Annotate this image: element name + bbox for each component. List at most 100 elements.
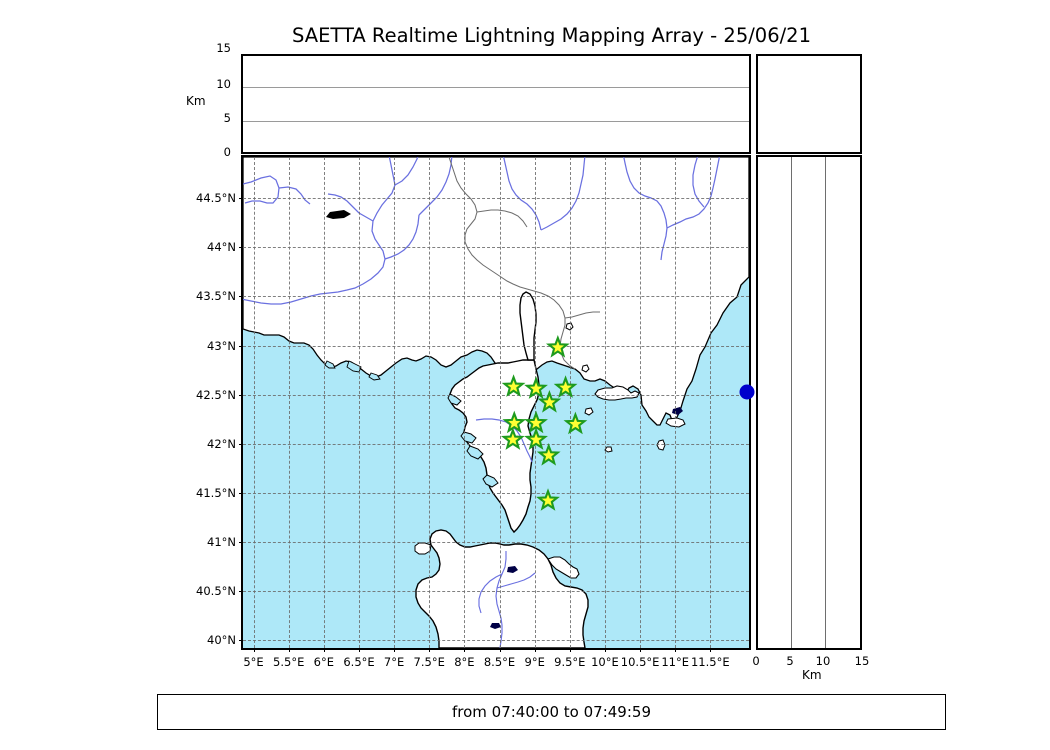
station-star-marker[interactable]: [537, 390, 562, 413]
altitude-time-panel: [241, 54, 751, 154]
map-markers-layer: [243, 157, 755, 648]
lat-tickmark: [239, 541, 243, 543]
lat-tickmark: [239, 640, 243, 642]
station-star-marker[interactable]: [524, 410, 548, 434]
map-geography: [243, 157, 749, 648]
lon-tickmark: [710, 648, 712, 652]
corsica-gulf-valinco: [482, 474, 499, 488]
corsica-gulf-ajaccio: [466, 445, 484, 460]
right-panel-xtick-5: 5: [786, 654, 794, 668]
top-panel-ytick-5: 5: [223, 111, 231, 125]
sardinia-lake-2: [490, 623, 501, 629]
river-network: [243, 157, 720, 305]
lon-tickmark: [359, 648, 360, 652]
island-capraia: [581, 364, 590, 373]
station-star-marker[interactable]: [545, 335, 570, 358]
lat-tick-label: 44°N: [207, 240, 236, 255]
station-star-marker[interactable]: [524, 376, 548, 399]
station-star-marker[interactable]: [502, 410, 527, 434]
coast-inlet-toulon: [368, 372, 381, 381]
time-range-label: from 07:40:00 to 07:49:59: [451, 703, 651, 721]
lon-tick-label: 8°E: [454, 655, 475, 669]
lon-tickmark: [253, 648, 255, 652]
lon-tickmark: [394, 648, 396, 652]
lon-tick-label: 10.5°E: [620, 655, 660, 669]
station-star-marker[interactable]: [536, 443, 561, 466]
sardinia-west-cape: [414, 542, 432, 555]
lat-tick-label: 42°N: [207, 436, 236, 451]
lon-tickmark: [464, 648, 466, 652]
lon-tickmark: [604, 648, 606, 652]
sardinia-rivers: [478, 551, 536, 648]
lon-tick-label: 5.5°E: [273, 655, 305, 669]
top-panel-ytick-0: 0: [223, 145, 231, 159]
lat-tickmark: [239, 198, 243, 200]
right-panel-xtick-15: 15: [854, 654, 870, 668]
lon-tick-label: 10°E: [591, 655, 619, 669]
lon-tick-label: 9.5°E: [554, 655, 586, 669]
lon-tick-label: 8.5°E: [483, 655, 516, 669]
corner-panel: [756, 54, 862, 154]
lat-tick-label: 41°N: [207, 534, 236, 549]
italy-lagoon-dark: [672, 407, 683, 415]
lake-leman-dark: [326, 210, 351, 219]
lon-tickmark: [499, 648, 501, 652]
lat-tickmark: [239, 247, 243, 249]
altitude-longitude-panel: [756, 155, 862, 650]
lat-tick-label: 40.5°N: [196, 584, 236, 598]
time-range-box: from 07:40:00 to 07:49:59: [157, 694, 946, 730]
lon-tickmark: [323, 648, 325, 652]
lon-tick-label: 7.5°E: [413, 655, 445, 669]
lat-tick-label: 44.5°N: [196, 191, 236, 206]
lat-tickmark: [239, 443, 243, 445]
lon-tickmark: [429, 648, 431, 652]
lon-tick-label: 9°E: [524, 655, 545, 669]
coast-inlet-gulf: [324, 360, 336, 369]
lon-tickmark: [675, 648, 677, 652]
station-star-marker[interactable]: [563, 411, 588, 435]
lat-tick-label: 40°N: [207, 633, 236, 648]
page-title: SAETTA Realtime Lightning Mapping Array …: [292, 24, 811, 47]
right-panel-xtick-0: 0: [752, 654, 760, 668]
lon-tickmark: [640, 648, 642, 652]
lon-tick-label: 7°E: [383, 655, 405, 669]
elba-island: [594, 385, 640, 401]
administrative-borders: [448, 157, 600, 370]
lon-tick-label: 5°E: [243, 655, 264, 669]
lightning-source-marker[interactable]: [739, 384, 755, 400]
top-panel-ytick-15: 15: [216, 41, 231, 55]
lat-tickmark: [239, 296, 243, 298]
lat-tickmark: [239, 394, 243, 396]
island-pianosa: [584, 407, 594, 416]
lon-tickmark: [534, 648, 536, 652]
corsica-west-gulfs: [447, 393, 462, 406]
station-star-marker[interactable]: [524, 427, 548, 450]
right-panel-axis-label: Km: [802, 668, 822, 682]
lon-tick-label: 11°E: [661, 655, 690, 669]
map-panel[interactable]: [241, 155, 751, 650]
lat-tick-label: 42.5°N: [196, 387, 236, 402]
island-giglio: [656, 439, 666, 451]
lat-tick-label: 41.5°N: [196, 485, 236, 500]
lon-tickmark: [288, 648, 290, 652]
lat-tickmark: [239, 345, 243, 347]
lon-tick-label: 6.5°E: [343, 655, 375, 669]
lat-tickmark: [239, 591, 243, 592]
lat-tick-label: 43.5°N: [196, 289, 236, 304]
lat-tick-label: 43°N: [207, 338, 236, 353]
station-star-marker[interactable]: [553, 375, 578, 398]
station-star-marker[interactable]: [500, 427, 525, 450]
top-panel-ytick-10: 10: [216, 77, 231, 91]
station-markers-svg: [500, 335, 588, 511]
lat-tickmark: [239, 492, 243, 494]
lon-tick-label: 11.5°E: [690, 655, 730, 669]
sardinia-ne-coast: [547, 556, 580, 579]
sardinia-lake-1: [507, 566, 518, 573]
lon-tick-label: 6°E: [313, 655, 334, 669]
lon-tickmark: [569, 648, 571, 652]
station-star-marker[interactable]: [501, 374, 526, 397]
right-panel-xtick-10: 10: [815, 654, 831, 668]
top-panel-axis-label: Km: [186, 94, 206, 108]
station-star-marker[interactable]: [536, 488, 560, 511]
